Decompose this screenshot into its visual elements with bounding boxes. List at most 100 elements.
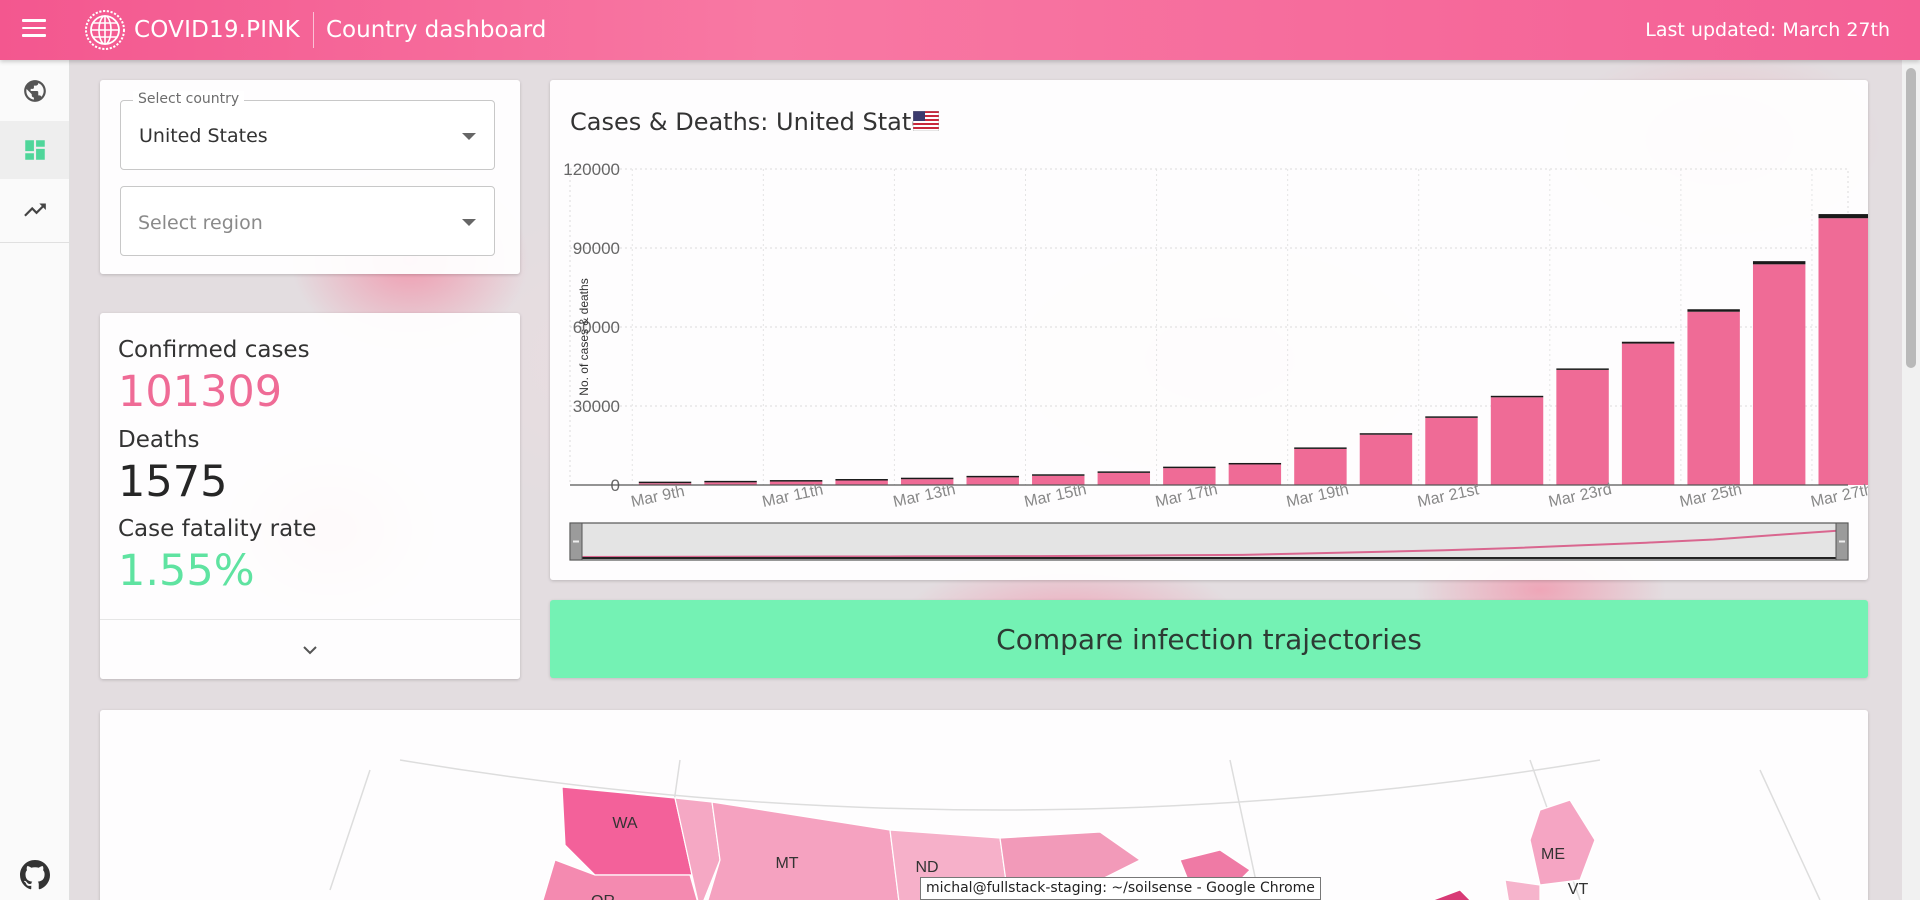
globe-icon — [23, 80, 46, 102]
state-vt[interactable] — [1504, 879, 1541, 900]
scrollbar-thumb[interactable] — [1906, 68, 1916, 368]
chevron-down-icon — [462, 133, 476, 140]
death-bar — [1228, 462, 1282, 465]
death-bar — [1097, 471, 1151, 473]
case-fatality-rate-value: 1.55% — [118, 546, 255, 596]
x-tick-label: Mar 13th — [892, 481, 957, 511]
expand-stats-button[interactable] — [100, 619, 520, 679]
sidebar-item-dashboard[interactable] — [0, 121, 69, 179]
death-bar — [769, 480, 823, 482]
case-fatality-rate-label: Case fatality rate — [118, 516, 317, 542]
x-tick-label: Mar 9th — [630, 483, 687, 511]
range-brush — [569, 522, 1849, 561]
death-bar — [966, 475, 1019, 478]
case-bar — [1228, 464, 1282, 485]
state-label: MT — [775, 855, 798, 872]
case-bar — [1818, 218, 1868, 485]
us-map-card: WA OR MT ND ME VT — [100, 710, 1868, 900]
stats-card: Confirmed cases 101309 Deaths 1575 Case … — [100, 313, 520, 679]
brush-trend-line — [569, 529, 1849, 558]
dashboard-icon — [24, 140, 45, 160]
us-states-map[interactable]: WA OR MT ND ME VT — [100, 710, 1868, 900]
y-tick-label: 90000 — [573, 239, 620, 258]
brand-name[interactable]: COVID19.PINK — [134, 17, 300, 43]
case-bar — [1359, 434, 1413, 485]
chart-title: Cases & Deaths: United States — [570, 108, 939, 136]
x-tick-label: Mar 15th — [1023, 481, 1088, 511]
case-bar — [1752, 264, 1806, 485]
sidebar-item-trends[interactable] — [0, 181, 69, 239]
death-bar — [1163, 466, 1216, 469]
y-tick-label: 30000 — [573, 397, 620, 416]
globe-logo-icon[interactable] — [84, 9, 126, 51]
confirmed-cases-value: 101309 — [118, 367, 283, 417]
country-select-value: United States — [139, 125, 268, 147]
x-tick-label: Mar 21st — [1416, 481, 1481, 511]
death-bar — [1032, 474, 1085, 476]
death-bar — [638, 481, 692, 484]
deaths-value: 1575 — [118, 457, 228, 507]
state-or[interactable] — [540, 859, 700, 900]
case-bar — [1687, 311, 1740, 485]
case-bar — [1294, 448, 1347, 485]
state-label: ND — [915, 859, 938, 876]
state-mt[interactable] — [705, 801, 900, 900]
death-bar — [900, 477, 954, 480]
deaths-label: Deaths — [118, 427, 200, 453]
death-bar — [1752, 261, 1806, 265]
toolbar-divider — [313, 12, 314, 48]
death-bar — [1294, 447, 1347, 449]
x-tick-label: Mar 27th — [1809, 481, 1868, 511]
death-bar — [704, 480, 757, 483]
last-updated-text: Last updated: March 27th — [1645, 19, 1890, 41]
window-tooltip: michal@fullstack-staging: ~/soilsense - … — [920, 877, 1321, 900]
sidebar-divider — [0, 242, 69, 243]
state-label: OR — [591, 893, 615, 900]
map-graticule — [399, 759, 1601, 811]
state-id[interactable] — [674, 797, 721, 900]
compare-trajectories-button[interactable]: Compare infection trajectories — [550, 600, 1868, 678]
confirmed-cases-label: Confirmed cases — [118, 337, 310, 363]
country-select[interactable]: Select country United States — [120, 91, 495, 170]
case-bar — [1490, 397, 1544, 485]
state-me[interactable] — [1529, 799, 1596, 886]
case-bar — [704, 482, 757, 485]
sidebar — [0, 60, 70, 900]
y-axis-label: No. of cases & deaths — [577, 278, 591, 395]
death-bar — [1687, 309, 1740, 312]
github-icon[interactable] — [20, 860, 50, 890]
death-bar — [1490, 395, 1544, 398]
death-bar — [1425, 416, 1478, 418]
case-bar — [835, 480, 888, 485]
death-bar — [1818, 214, 1868, 219]
case-bar — [1032, 475, 1085, 485]
case-bar — [638, 483, 692, 485]
case-bar — [769, 481, 823, 485]
case-bar — [1097, 472, 1151, 485]
x-tick-label: Mar 17th — [1154, 481, 1219, 511]
case-bar — [966, 477, 1019, 485]
top-app-bar: COVID19.PINK Country dashboard Last upda… — [0, 0, 1920, 60]
region-select-placeholder: Select region — [138, 212, 263, 234]
state-label: WA — [612, 815, 638, 832]
region-select[interactable]: Select region — [120, 186, 495, 256]
death-bar — [1556, 368, 1609, 370]
page-title: Country dashboard — [326, 17, 547, 43]
y-tick-label: 120000 — [563, 160, 620, 179]
menu-icon[interactable] — [22, 19, 46, 39]
case-bar — [1556, 369, 1609, 485]
death-bar — [835, 479, 888, 481]
trending-up-icon — [23, 203, 46, 217]
case-bar — [900, 479, 954, 485]
sidebar-item-world[interactable] — [0, 62, 69, 120]
case-bar — [1163, 468, 1216, 485]
x-tick-label: Mar 19th — [1285, 481, 1350, 511]
chevron-down-icon — [462, 219, 476, 226]
state-ny[interactable] — [1420, 889, 1480, 900]
filter-card: Select country United States Select regi… — [100, 80, 520, 274]
chevron-down-icon — [303, 645, 317, 654]
y-tick-label: 60000 — [573, 318, 620, 337]
case-bar — [1425, 417, 1478, 485]
us-flag-icon — [913, 111, 939, 131]
